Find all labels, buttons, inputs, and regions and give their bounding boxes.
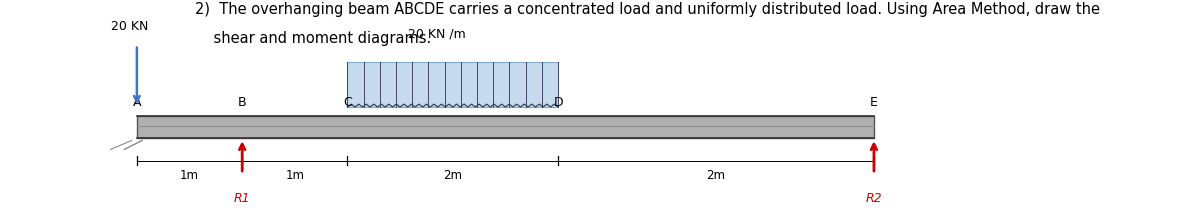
Text: B: B: [238, 96, 246, 109]
Text: 2m: 2m: [707, 169, 726, 182]
Text: D: D: [553, 96, 563, 109]
Text: 2m: 2m: [443, 169, 462, 182]
Text: A: A: [133, 96, 142, 109]
Text: E: E: [870, 96, 878, 109]
Text: shear and moment diagrams.: shear and moment diagrams.: [194, 31, 431, 46]
Text: R2: R2: [865, 192, 882, 205]
Text: R1: R1: [234, 192, 251, 205]
Text: C: C: [343, 96, 352, 109]
Bar: [137, 116, 874, 138]
Text: 1m: 1m: [286, 169, 305, 182]
Text: 1m: 1m: [180, 169, 199, 182]
Text: 20 KN: 20 KN: [110, 21, 148, 33]
Text: 20 KN /m: 20 KN /m: [408, 27, 466, 40]
Bar: [348, 62, 558, 107]
Text: 2)  The overhanging beam ABCDE carries a concentrated load and uniformly distrib: 2) The overhanging beam ABCDE carries a …: [194, 2, 1099, 17]
